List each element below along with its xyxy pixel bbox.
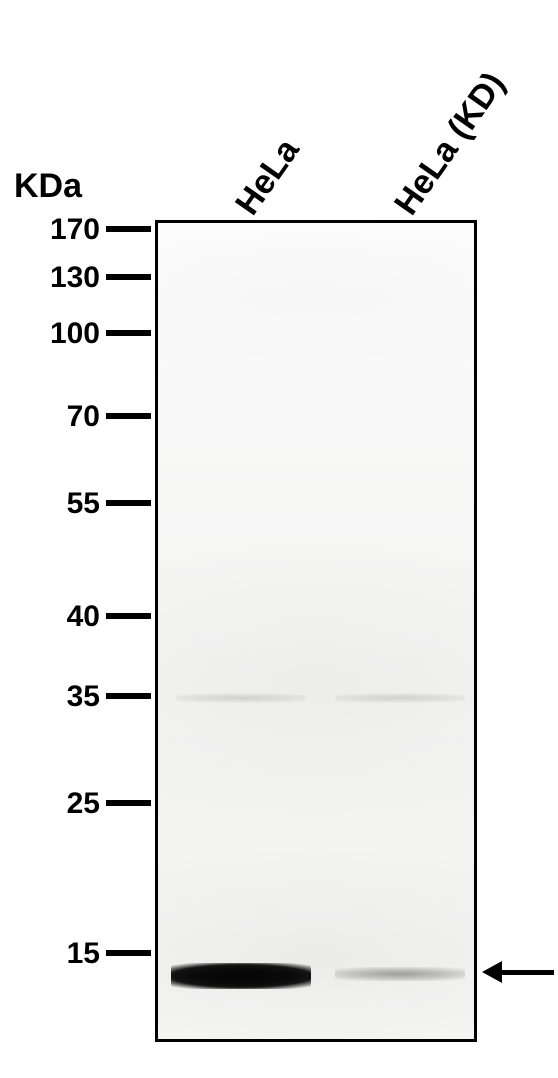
blot-band (176, 693, 306, 703)
target-arrow (482, 961, 554, 983)
blot-membrane (155, 220, 477, 1042)
mw-tick (106, 226, 151, 232)
mw-tick (106, 950, 151, 956)
mw-tick (106, 693, 151, 699)
mw-tick (106, 413, 151, 419)
mw-tick (106, 330, 151, 336)
mw-label: 100 (0, 317, 100, 351)
blot-band (335, 693, 465, 703)
mw-tick (106, 800, 151, 806)
blot-band (171, 963, 311, 989)
mw-label: 35 (0, 680, 100, 714)
blot-texture (158, 223, 474, 1039)
mw-tick (106, 274, 151, 280)
mw-label: 70 (0, 400, 100, 434)
mw-label: 25 (0, 787, 100, 821)
mw-label: 55 (0, 487, 100, 521)
mw-tick (106, 500, 151, 506)
blot-band (335, 967, 465, 981)
mw-tick (106, 613, 151, 619)
lane-label: HeLa (228, 132, 308, 222)
axis-title: KDa (14, 167, 82, 206)
lane-label: HeLa (KD) (387, 65, 513, 222)
mw-label: 40 (0, 600, 100, 634)
mw-label: 15 (0, 937, 100, 971)
mw-label: 130 (0, 261, 100, 295)
arrow-head-icon (482, 961, 502, 983)
arrow-shaft (502, 970, 554, 975)
mw-label: 170 (0, 213, 100, 247)
